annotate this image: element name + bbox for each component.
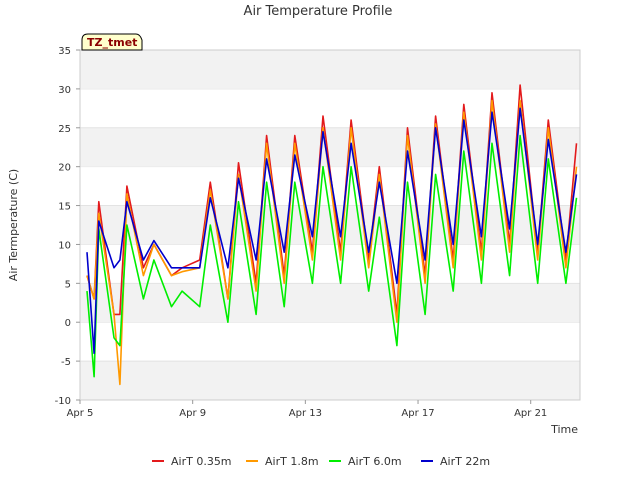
site-label-background: [81, 33, 143, 51]
x-axis-label: Time: [550, 423, 578, 436]
legend: AirT 0.35m AirT 1.8m AirT 6.0m AirT 22m: [152, 455, 490, 468]
y-tick-label: 0: [65, 318, 71, 329]
plot-frame: [79, 49, 581, 401]
x-axis: Apr 5 Apr 9 Apr 13 Apr 17 Apr 21: [67, 400, 547, 419]
grid-band: [80, 361, 580, 400]
legend-label: AirT 22m: [440, 455, 490, 468]
grid-band: [80, 127, 580, 167]
series-line-airt-6-0m: [86, 134, 578, 378]
y-tick-label: -10: [55, 396, 71, 407]
y-axis-label: Air Termperature (C): [7, 169, 20, 281]
y-tick-label: 15: [58, 202, 71, 213]
y-tick-label: 30: [58, 85, 71, 96]
y-tick-label: 35: [58, 46, 71, 57]
series-line-airt-22m: [86, 107, 578, 355]
x-tick-label: Apr 13: [289, 408, 322, 419]
site-label-box: TZ_tmet: [81, 33, 143, 51]
grid-bands: [80, 49, 580, 400]
legend-label: AirT 0.35m: [171, 455, 232, 468]
y-tick-label: 25: [58, 124, 71, 135]
chart-title: Air Temperature Profile: [244, 4, 393, 19]
y-axis: -10 -5 0 5 10 15 20 25 30 35: [55, 46, 80, 407]
y-tick-label: 5: [65, 279, 71, 290]
x-tick-label: Apr 9: [179, 408, 206, 419]
series-lines: [86, 84, 578, 386]
legend-label: AirT 6.0m: [348, 455, 402, 468]
grid-band: [80, 283, 580, 323]
x-tick-label: Apr 5: [67, 408, 94, 419]
site-label: TZ_tmet: [87, 36, 137, 49]
x-tick-label: Apr 21: [514, 408, 547, 419]
y-tick-label: 10: [58, 240, 71, 251]
grid-band: [80, 50, 580, 89]
x-tick-label: Apr 17: [401, 408, 434, 419]
y-tick-label: -5: [61, 357, 71, 368]
y-tick-label: 20: [58, 163, 71, 174]
legend-label: AirT 1.8m: [265, 455, 319, 468]
